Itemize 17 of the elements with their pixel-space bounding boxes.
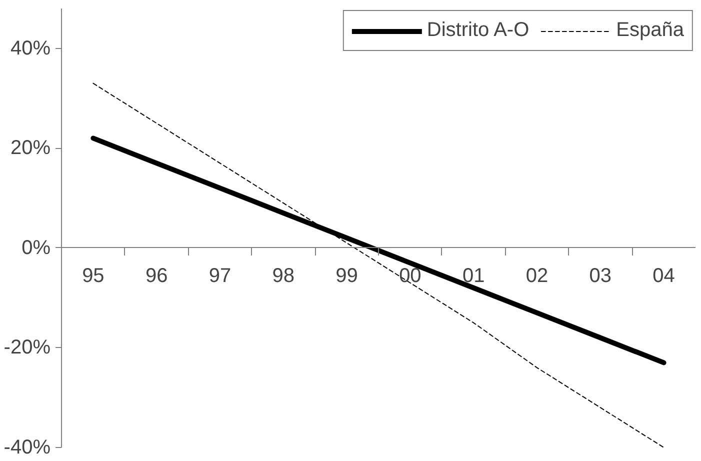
x-tick-label: 98 bbox=[272, 264, 295, 287]
x-tick-label: 04 bbox=[652, 264, 675, 287]
x-tick-label: 02 bbox=[526, 264, 548, 287]
x-tick-label: 03 bbox=[589, 264, 612, 287]
y-tick-label: 0% bbox=[22, 236, 51, 259]
x-tick-label: 96 bbox=[145, 264, 168, 287]
x-tick-label: 97 bbox=[208, 264, 232, 287]
x-tick-label: 01 bbox=[462, 264, 485, 287]
legend-label: Distrito A-O bbox=[426, 19, 530, 42]
y-tick-label: 40% bbox=[10, 37, 51, 60]
x-tick-label: 95 bbox=[82, 264, 104, 287]
y-tick-label: -40% bbox=[4, 436, 51, 458]
y-tick-label: -20% bbox=[4, 336, 51, 359]
legend-label: España bbox=[616, 19, 684, 42]
y-tick-label: 20% bbox=[10, 137, 51, 160]
x-tick-label: 00 bbox=[399, 264, 422, 287]
x-tick-label: 99 bbox=[336, 264, 358, 287]
